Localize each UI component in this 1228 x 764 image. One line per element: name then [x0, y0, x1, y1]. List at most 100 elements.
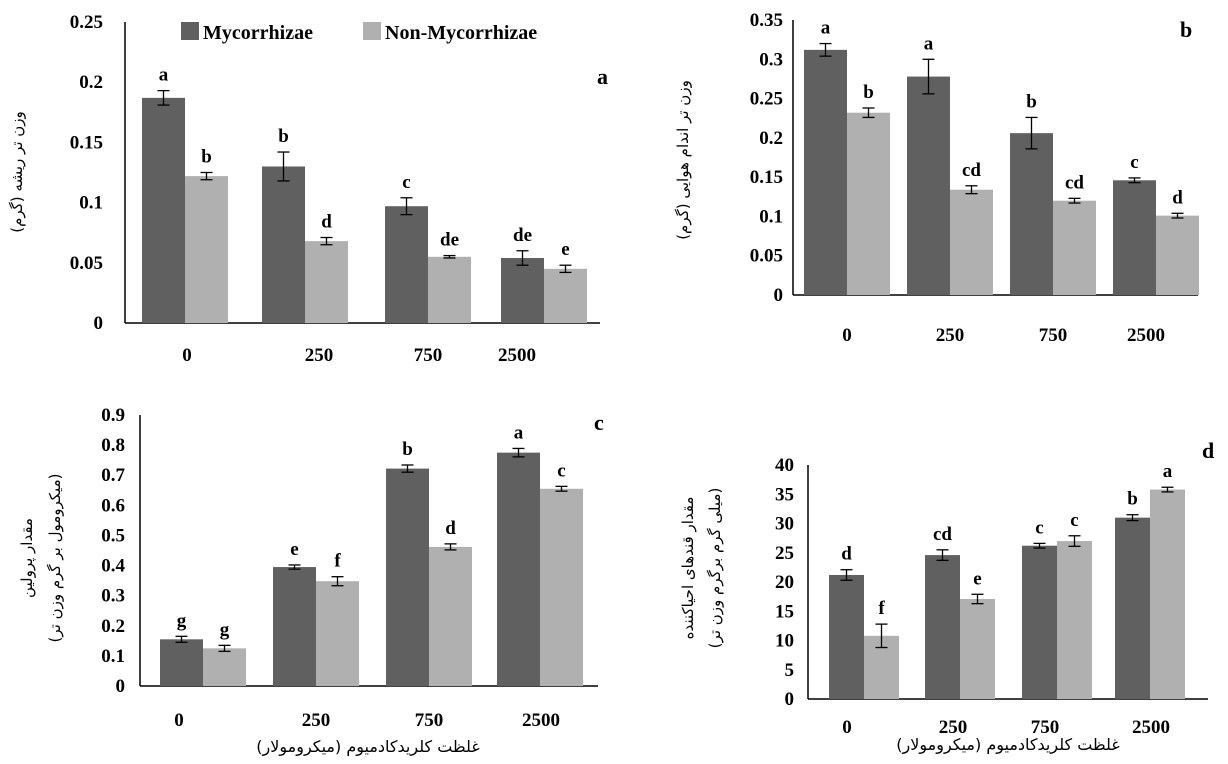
y-tick-label: 0.1 — [101, 646, 125, 667]
significance-letter: b — [863, 82, 874, 103]
x-tick-label: 0 — [174, 710, 184, 731]
bar-non-mycorrhizae — [540, 488, 583, 686]
significance-letter: a — [514, 422, 524, 443]
x-tick-label: 2500 — [1127, 325, 1165, 346]
significance-letter: b — [201, 147, 212, 168]
y-tick-label: 0.3 — [101, 586, 125, 607]
y-tick-label: 0.3 — [759, 49, 783, 70]
significance-letter: a — [1163, 461, 1173, 482]
x-tick-label: 2500 — [1132, 717, 1170, 738]
significance-letter: g — [220, 619, 230, 640]
y-tick-label: 5 — [785, 660, 795, 681]
x-tick-label: 750 — [414, 345, 443, 366]
y-tick-label: 0 — [785, 689, 795, 710]
y-axis-label: وزن تر ریشه (گرم) — [8, 111, 26, 233]
significance-letter: b — [1026, 91, 1037, 112]
bar-non-mycorrhizae — [960, 598, 995, 699]
legend-swatch-non-mycorrhizae — [363, 22, 381, 40]
y-tick-label: 0.2 — [79, 72, 103, 93]
bar-non-mycorrhizae — [203, 648, 246, 686]
bar-mycorrhizae — [1115, 517, 1150, 699]
y-tick-label: 0 — [94, 313, 104, 334]
significance-letter: e — [973, 568, 981, 589]
significance-letter: d — [1172, 187, 1183, 208]
bar-mycorrhizae — [142, 97, 185, 324]
bar-non-mycorrhizae — [305, 241, 348, 323]
y-tick-label: 20 — [775, 572, 794, 593]
y-tick-label: 0.6 — [101, 495, 125, 516]
y-tick-label: 0.9 — [101, 405, 125, 426]
significance-letter: f — [878, 598, 885, 619]
chart-panel-c: c مقدار پرولین (میکرومول بر گرم وزن تر) … — [18, 405, 604, 757]
y-tick-label: 0.8 — [101, 435, 125, 456]
bar-non-mycorrhizae — [544, 268, 587, 323]
y-tick-label: 0.25 — [70, 12, 103, 33]
x-tick-label: 750 — [1031, 717, 1060, 738]
significance-letter: de — [440, 230, 459, 251]
x-tick-label: 0 — [182, 345, 192, 366]
bar-non-mycorrhizae — [185, 176, 228, 323]
y-tick-label: 0.35 — [750, 10, 783, 31]
bar-mycorrhizae — [262, 166, 305, 323]
panel-letter-a: a — [597, 64, 608, 89]
y-tick-label: 25 — [775, 543, 794, 564]
y-tick-label: 30 — [775, 514, 794, 535]
x-tick-label: 250 — [305, 345, 334, 366]
y-tick-label: 0.05 — [70, 253, 103, 274]
panel-letter-d: d — [1202, 438, 1214, 463]
significance-letter: de — [513, 225, 532, 246]
significance-letter: b — [402, 439, 413, 460]
significance-letter: e — [290, 539, 298, 560]
x-tick-label: 750 — [415, 710, 444, 731]
x-axis-label: غلظت کلریدکادمیوم (میکرومولار) — [896, 735, 1119, 755]
bar-non-mycorrhizae — [1150, 489, 1185, 699]
bar-mycorrhizae — [829, 574, 864, 699]
bar-mycorrhizae — [1113, 180, 1156, 295]
y-axis-label-unit: (میلی گرم برگرم وزن تر) — [706, 488, 724, 649]
significance-letter: a — [159, 65, 169, 86]
panel-letter-c: c — [594, 410, 604, 435]
y-tick-label: 0.2 — [101, 616, 125, 637]
y-tick-label: 35 — [775, 484, 794, 505]
x-tick-label: 250 — [302, 710, 331, 731]
y-tick-label: 0.05 — [750, 246, 783, 267]
significance-letter: c — [557, 460, 565, 481]
chart-panel-a: a وزن تر ریشه (گرم) 0 0.05 0.1 0.15 0.2 0.25 0… — [8, 12, 608, 366]
significance-letter: cd — [1065, 172, 1084, 193]
significance-letter: d — [445, 518, 456, 539]
y-tick-label: 10 — [775, 631, 794, 652]
bar-mycorrhizae — [160, 639, 203, 686]
legend: Mycorrhizae Non-Mycorrhizae — [181, 22, 537, 44]
bar-mycorrhizae — [907, 76, 950, 295]
bar-non-mycorrhizae — [1053, 200, 1096, 295]
x-tick-label: 2500 — [498, 345, 536, 366]
significance-letter: f — [334, 551, 341, 572]
bar-mycorrhizae — [497, 452, 540, 686]
x-tick-label: 0 — [842, 325, 852, 346]
bar-mycorrhizae — [1022, 545, 1057, 699]
x-tick-label: 250 — [936, 325, 965, 346]
significance-letter: b — [1127, 489, 1138, 510]
bar-mycorrhizae — [501, 257, 544, 323]
y-tick-label: 0.1 — [759, 206, 783, 227]
x-tick-label: 250 — [939, 717, 968, 738]
significance-letter: c — [1130, 152, 1138, 173]
x-axis-label: غلظت کلریدکادمیوم (میکرومولار) — [256, 737, 479, 757]
chart-panel-b: b وزن تر اندام هوایی (گرم) 0 0.05 0.1 0.15 0… — [674, 10, 1199, 346]
significance-letter: a — [924, 33, 934, 54]
bar-non-mycorrhizae — [428, 256, 471, 323]
bar-mycorrhizae — [1010, 133, 1053, 295]
y-tick-label: 0.25 — [750, 89, 783, 110]
y-axis-label-unit: (میکرومول بر گرم وزن تر) — [46, 474, 64, 643]
y-tick-label: 40 — [775, 455, 794, 476]
significance-letter: e — [561, 239, 569, 260]
y-tick-label: 0 — [774, 285, 784, 306]
bar-mycorrhizae — [804, 49, 847, 295]
y-tick-label: 0.4 — [101, 556, 125, 577]
y-axis-label: مقدار قندهای احیاکننده — [679, 497, 697, 640]
significance-letter: b — [278, 126, 289, 147]
bar-mycorrhizae — [273, 567, 316, 686]
significance-letter: cd — [962, 160, 981, 181]
significance-letter: g — [177, 610, 187, 631]
